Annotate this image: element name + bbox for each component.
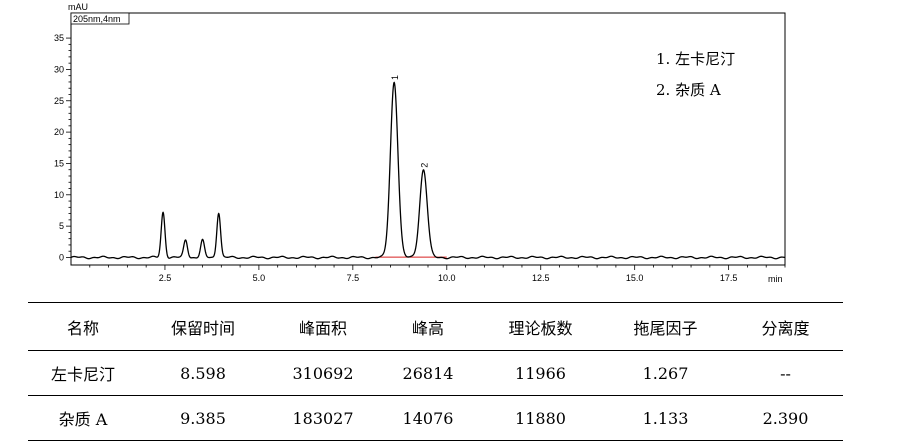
y-tick-label: 20 bbox=[54, 127, 64, 137]
y-tick-label: 15 bbox=[54, 158, 64, 168]
table-row: 左卡尼汀 8.598 310692 26814 11966 1.267 -- bbox=[28, 350, 843, 396]
y-tick-label: 10 bbox=[54, 190, 64, 200]
y-unit-label: mAU bbox=[68, 2, 88, 12]
header-peak-area: 峰面积 bbox=[268, 302, 378, 351]
detector-label-box bbox=[70, 12, 130, 25]
detector-label: 205nm,4nm bbox=[73, 14, 121, 24]
cell-peak-height: 26814 bbox=[378, 350, 478, 396]
cell-theoretical-plates: 11880 bbox=[515, 408, 566, 428]
x-unit-label: min bbox=[768, 274, 783, 284]
peak-label: 1 bbox=[390, 75, 400, 80]
cell-peak-area: 310692 bbox=[268, 350, 378, 396]
y-axis: 0 5 10 15 20 25 30 35 bbox=[54, 33, 71, 262]
x-tick-label: 12.5 bbox=[532, 273, 550, 283]
results-table: 名称 保留时间 峰面积 峰高 理论板数 拖尾因子 分离度 左卡尼汀 8.598 … bbox=[28, 302, 843, 441]
peak-label: 2 bbox=[419, 163, 429, 168]
y-tick-label: 5 bbox=[59, 221, 64, 231]
cell-tailing-factor: 1.267 bbox=[603, 350, 728, 396]
cell-resolution: 2.390 bbox=[762, 408, 809, 428]
header-resolution: 分离度 bbox=[728, 302, 843, 351]
x-tick-label: 7.5 bbox=[347, 273, 360, 283]
table-header-row: 名称 保留时间 峰面积 峰高 理论板数 拖尾因子 分离度 bbox=[28, 302, 843, 351]
legend-item-1: 1. 左卡尼汀 bbox=[656, 50, 735, 68]
cell-retention-time: 8.598 bbox=[138, 350, 268, 396]
cell-tailing-factor: 1.133 bbox=[642, 408, 689, 428]
peak-labels: 12 bbox=[390, 75, 429, 168]
y-tick-label: 25 bbox=[54, 96, 64, 106]
header-tailing-factor: 拖尾因子 bbox=[603, 302, 728, 351]
x-axis: 2.5 5.0 7.5 10.0 12.5 15.0 17.5 bbox=[89, 265, 786, 283]
legend-item-2: 2. 杂质 A bbox=[656, 81, 721, 99]
header-theoretical-plates: 理论板数 bbox=[478, 302, 603, 351]
header-peak-height: 峰高 bbox=[378, 302, 478, 351]
chromatogram-trace bbox=[70, 81, 785, 260]
cell-theoretical-plates: 11966 bbox=[478, 350, 603, 396]
cell-peak-height: 14076 bbox=[402, 408, 454, 428]
x-tick-label: 10.0 bbox=[438, 273, 456, 283]
y-tick-label: 30 bbox=[54, 64, 64, 74]
x-tick-label: 15.0 bbox=[626, 273, 644, 283]
chromatogram: mAU 205nm,4nm min 0 5 10 15 20 25 30 35 2.5 5.0 7… bbox=[54, 2, 786, 284]
cell-name: 左卡尼汀 bbox=[28, 350, 138, 396]
cell-retention-time: 9.385 bbox=[180, 408, 226, 428]
legend: 1. 左卡尼汀 2. 杂质 A bbox=[656, 50, 735, 99]
x-tick-label: 2.5 bbox=[159, 273, 172, 283]
y-tick-label: 0 bbox=[59, 252, 64, 262]
x-tick-label: 5.0 bbox=[253, 273, 266, 283]
x-tick-label: 17.5 bbox=[720, 273, 738, 283]
cell-name: 杂质 A bbox=[58, 410, 108, 429]
cell-resolution: -- bbox=[728, 350, 843, 396]
header-retention-time: 保留时间 bbox=[138, 302, 268, 351]
table-row: 杂质 A 9.385 183027 14076 11880 1.133 2.39… bbox=[28, 396, 843, 441]
header-name: 名称 bbox=[28, 302, 138, 351]
y-tick-label: 35 bbox=[54, 33, 64, 43]
cell-peak-area: 183027 bbox=[292, 408, 354, 428]
